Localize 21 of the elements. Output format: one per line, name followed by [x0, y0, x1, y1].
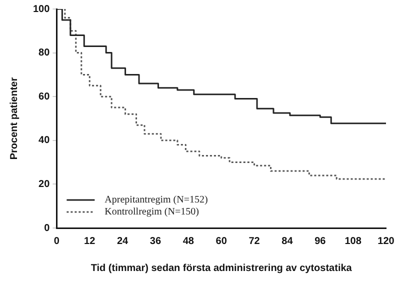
x-tick-label: 84	[282, 236, 294, 247]
x-tick-label: 0	[54, 236, 60, 247]
y-tick-label: 40	[38, 135, 50, 146]
x-tick-label: 12	[84, 236, 96, 247]
y-tick-label: 100	[32, 4, 50, 15]
y-tick-label: 0	[44, 222, 50, 234]
y-tick-label: 80	[38, 48, 50, 59]
x-tick-label: 108	[344, 236, 362, 247]
x-tick-label: 24	[116, 236, 129, 247]
x-tick-label: 60	[216, 236, 228, 247]
x-tick-label: 36	[150, 236, 162, 247]
legend-label: Kontrollregim (N=150)	[104, 206, 199, 218]
y-tick-label: 60	[38, 91, 50, 102]
y-axis-title: Procent patienter	[8, 77, 20, 160]
x-axis-title: Tid (timmar) sedan första administrering av cytostatika	[90, 262, 352, 274]
x-tick-label: 120	[378, 236, 395, 247]
x-tick-label: 72	[248, 236, 260, 247]
x-tick-label: 48	[182, 236, 194, 247]
legend-label: Aprepitantregim (N=152)	[104, 194, 208, 206]
x-tick-label: 96	[314, 236, 326, 247]
y-tick-label: 20	[38, 178, 50, 190]
